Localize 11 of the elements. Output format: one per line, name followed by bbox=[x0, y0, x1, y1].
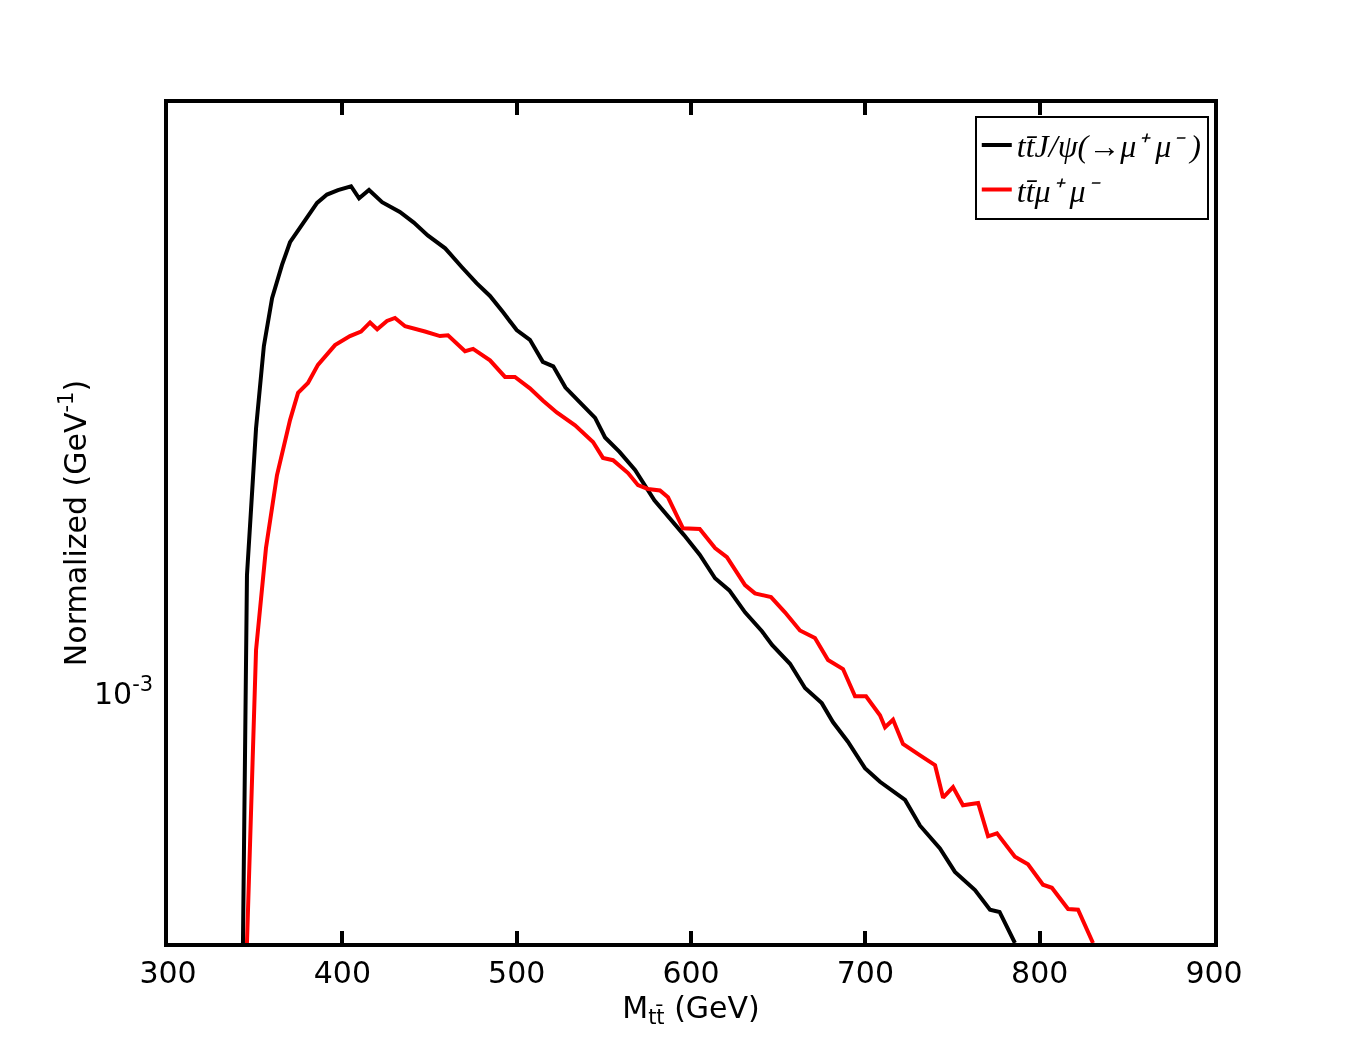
x-tick-label: 600 bbox=[662, 955, 720, 990]
legend-label: tt̄J/ψ(→μ⁺ μ⁻ ) bbox=[1016, 128, 1201, 165]
x-tick-label: 500 bbox=[488, 955, 546, 990]
x-tick-label: 900 bbox=[1185, 955, 1243, 990]
x-axis-title: M$_{tt̄}$ (GeV) bbox=[622, 990, 760, 1030]
text: 10$^{-3}$ bbox=[94, 672, 154, 711]
x-tick-label: 300 bbox=[139, 955, 197, 990]
x-tick-label: 800 bbox=[1011, 955, 1069, 990]
x-tick-label: 700 bbox=[836, 955, 894, 990]
x-tick-label: 400 bbox=[313, 955, 371, 990]
legend-label: tt̄μ⁺ μ⁻ bbox=[1016, 172, 1101, 209]
